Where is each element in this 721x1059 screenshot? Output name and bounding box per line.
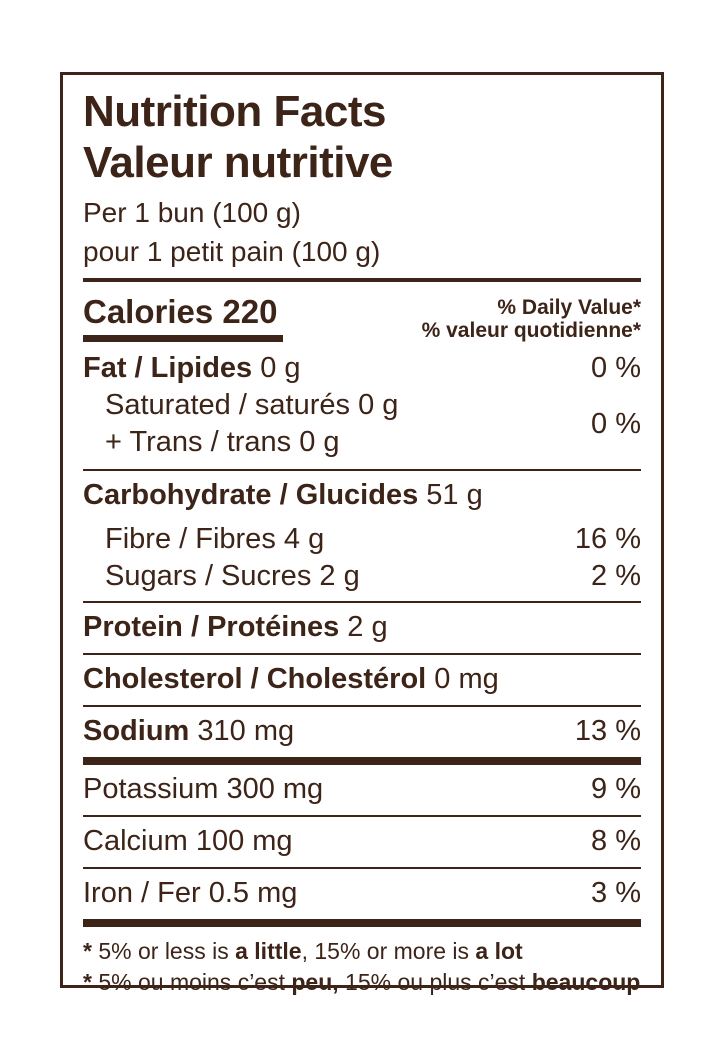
nutrient-name: Iron / Fer (83, 877, 201, 909)
nutrient-name: Sugars / Sucres (105, 560, 312, 592)
nutrient-amount: 310 mg (197, 715, 295, 747)
nutrient: Calcium 100 mg (83, 823, 293, 860)
header-separator-rule (83, 278, 641, 282)
separator-rule (83, 653, 641, 655)
daily-value-percent: 0 % (591, 352, 641, 384)
nutrient: Saturated / saturés 0 g (83, 387, 398, 424)
daily-value-percent: 8 % (591, 825, 641, 857)
thick-separator-rule (83, 757, 641, 765)
nutrient: Sugars / Sucres 2 g (83, 558, 360, 595)
calories-label: Calories (83, 293, 214, 330)
nutrient-amount: 100 mg (195, 825, 293, 857)
row-saturated-trans: Saturated / saturés 0 g + Trans / trans … (83, 387, 641, 461)
nutrient-amount: 0 mg (434, 663, 499, 695)
footnote-asterisk: * (83, 969, 92, 995)
daily-value-percent: 16 % (574, 523, 641, 555)
nutrient-amount: 0 g (299, 426, 340, 458)
calories-row: Calories 220 (83, 293, 284, 342)
separator-rule (83, 867, 641, 869)
footnote-en: * 5% or less is a little, 15% or more is… (83, 938, 523, 964)
nutrient-amount: 4 g (283, 523, 325, 555)
nutrient: Fibre / Fibres 4 g (83, 521, 324, 558)
calories-section: Calories 220 % Daily Value* % valeur quo… (83, 294, 641, 342)
nutrient-name: Fat / Lipides (83, 352, 253, 384)
separator-rule (83, 601, 641, 603)
nutrition-facts-label: Nutrition Facts Valeur nutritive Per 1 b… (60, 72, 664, 995)
nutrient: Potassium 300 mg (83, 771, 323, 808)
daily-value-header: % Daily Value* % valeur quotidienne* (422, 296, 641, 342)
daily-value-percent: 9 % (591, 773, 641, 805)
row-calcium: Calcium 100 mg 8 % (83, 817, 641, 867)
nutrient-amount: 0 g (260, 352, 301, 384)
separator-rule (83, 815, 641, 817)
nutrient-group: Saturated / saturés 0 g + Trans / trans … (83, 387, 398, 461)
label-title-fr: Valeur nutritive (83, 138, 393, 187)
label-title-en: Nutrition Facts (83, 87, 386, 136)
nutrient-amount: 2 g (319, 560, 360, 592)
nutrient: Sodium 310 mg (83, 713, 294, 750)
nutrient-name: Potassium (83, 773, 219, 805)
row-iron: Iron / Fer 0.5 mg 3 % (83, 869, 641, 919)
nutrient-amount: 300 mg (226, 773, 324, 805)
row-sodium: Sodium 310 mg 13 % (83, 707, 641, 757)
separator-rule (83, 705, 641, 707)
row-fat: Fat / Lipides 0 g 0 % (83, 350, 641, 387)
nutrient-amount: 51 g (426, 479, 483, 511)
row-potassium: Potassium 300 mg 9 % (83, 765, 641, 815)
nutrient: Protein / Protéines 2 g (83, 609, 388, 646)
footnote-fr: * 5% ou moins c’est peu, 15% ou plus c’e… (83, 969, 641, 995)
daily-value-header-fr: % valeur quotidienne* (421, 319, 641, 342)
daily-value-header-en: % Daily Value* (497, 296, 641, 319)
nutrient-name: Fibre / Fibres (105, 523, 276, 555)
nutrient: Iron / Fer 0.5 mg (83, 875, 297, 912)
nutrient-name: Calcium (83, 825, 188, 857)
nutrient-name: Carbohydrate / Glucides (83, 479, 419, 511)
nutrient-amount: 2 g (347, 611, 388, 643)
row-fibre: Fibre / Fibres 4 g 16 % (83, 521, 641, 558)
footnotes: * 5% or less is a little, 15% or more is… (83, 936, 641, 998)
serving-block: Per 1 bun (100 g) pour 1 petit pain (100… (83, 193, 641, 271)
daily-value-percent: 3 % (591, 877, 641, 909)
separator-rule (83, 469, 641, 471)
nutrient-name: Protein / Protéines (83, 611, 340, 643)
footnote-asterisk: * (83, 938, 92, 964)
nutrient: Carbohydrate / Glucides 51 g (83, 477, 483, 514)
nutrient: Fat / Lipides 0 g (83, 350, 301, 387)
calories-value: 220 (222, 293, 278, 330)
row-protein: Protein / Protéines 2 g (83, 603, 641, 653)
nutrient-name: + Trans / trans (105, 426, 292, 458)
nutrient: Cholesterol / Cholestérol 0 mg (83, 661, 499, 698)
nutrient-name: Cholesterol / Cholestérol (83, 663, 427, 695)
daily-value-percent: 0 % (591, 407, 641, 440)
serving-size-en: Per 1 bun (100 g) (83, 197, 301, 228)
nutrient-amount: 0 g (358, 389, 399, 421)
row-cholesterol: Cholesterol / Cholestérol 0 mg (83, 655, 641, 705)
daily-value-percent: 13 % (574, 715, 641, 747)
row-sugars: Sugars / Sucres 2 g 2 % (83, 558, 641, 595)
thick-separator-rule (83, 919, 641, 927)
nutrient-name: Saturated / saturés (105, 389, 351, 421)
nutrient-amount: 0.5 mg (208, 877, 298, 909)
nutrient: + Trans / trans 0 g (83, 424, 398, 461)
row-carbohydrate: Carbohydrate / Glucides 51 g (83, 471, 641, 521)
nutrient-name: Sodium (83, 715, 190, 747)
serving-size-fr: pour 1 petit pain (100 g) (83, 236, 381, 267)
daily-value-percent: 2 % (591, 560, 641, 592)
